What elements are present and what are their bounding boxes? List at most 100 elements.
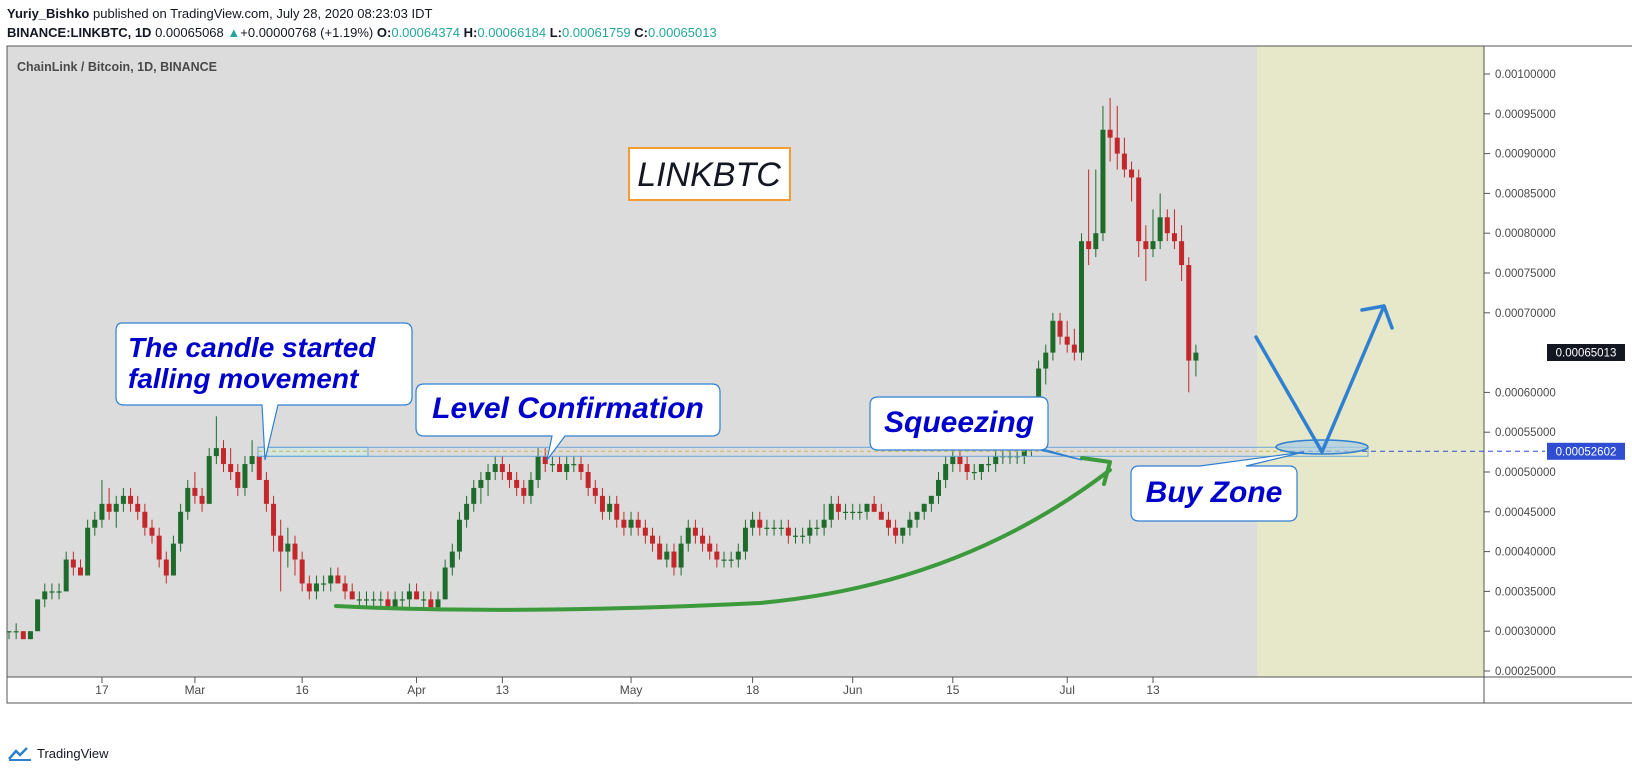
candle-body <box>778 527 784 529</box>
candle-body <box>607 503 613 512</box>
candle-body <box>99 503 105 520</box>
candle-body <box>957 456 963 465</box>
chart-title: ChainLink / Bitcoin, 1D, BINANCE <box>17 60 217 74</box>
price-tick-label: 0.00075000 <box>1495 268 1556 280</box>
candle-body <box>714 551 720 560</box>
candle-body <box>921 503 927 512</box>
tradingview-footer: TradingView <box>8 746 109 761</box>
candle-body <box>950 456 956 465</box>
candle-body <box>1171 233 1177 242</box>
candle-body <box>771 527 777 529</box>
time-tick-label: Mar <box>185 683 206 697</box>
candle-body <box>263 479 269 504</box>
candle-body <box>664 551 670 560</box>
candle-body <box>278 535 284 552</box>
candle-body <box>1050 320 1056 353</box>
price-tick-label: 0.00080000 <box>1495 228 1556 240</box>
candle-body <box>1043 352 1049 369</box>
candle-body <box>1179 241 1185 266</box>
candle-body <box>835 503 841 512</box>
level-price-label: 0.00052602 <box>1556 446 1617 458</box>
candle-body <box>986 464 992 466</box>
callout-level <box>415 383 721 461</box>
low-label: L: <box>549 25 562 40</box>
close-label: C: <box>634 25 648 40</box>
candle-body <box>306 583 312 592</box>
candle-body <box>599 495 605 512</box>
candle-body <box>642 527 648 536</box>
candle-body <box>1157 217 1163 242</box>
tradingview-logo-icon <box>8 746 31 761</box>
time-axis[interactable]: 17 Mar 16 Apr 13 May 18 Jun 15 Jul 13 <box>95 677 1160 697</box>
candle-body <box>964 464 970 472</box>
candle-body <box>907 519 913 528</box>
candle-body <box>993 456 999 465</box>
candle-body <box>1079 241 1084 353</box>
candle-body <box>728 559 734 561</box>
ohlc-header: BINANCE:LINKBTC, 1D 0.00065068 ▲+0.00000… <box>7 25 717 40</box>
candle-body <box>135 503 141 512</box>
candle-body <box>592 487 598 496</box>
symbol-label: BINANCE:LINKBTC, 1D <box>7 25 152 40</box>
candle-body <box>221 448 226 465</box>
price-tick-label: 0.00070000 <box>1495 308 1556 320</box>
candle-body <box>1093 233 1099 250</box>
candle-body <box>78 567 83 576</box>
candle-body <box>1164 217 1170 234</box>
time-tick-label: Apr <box>407 683 426 697</box>
candle-body <box>585 472 591 488</box>
candle-body <box>356 599 362 601</box>
candle-body <box>542 456 548 465</box>
candle-body <box>721 559 727 561</box>
candle-body <box>292 543 298 560</box>
candle-body <box>685 527 691 544</box>
price-change: +0.00000768 (+1.19%) <box>240 25 374 40</box>
low-value: 0.00061759 <box>561 25 631 40</box>
candle-body <box>1136 177 1142 242</box>
candle-body <box>20 631 26 640</box>
tradingview-brand[interactable]: TradingView <box>37 746 109 761</box>
author-name[interactable]: Yuriy_Bishko <box>7 6 90 21</box>
candle-body <box>206 456 212 504</box>
candle-body <box>128 495 134 504</box>
price-axis[interactable]: 0.00025000 0.00030000 0.00035000 0.00040000… <box>1484 69 1556 678</box>
candle-body <box>657 543 663 560</box>
price-tick-label: 0.00100000 <box>1495 69 1556 81</box>
candle-body <box>6 631 12 633</box>
candle-body <box>1107 129 1113 138</box>
candle-body <box>106 503 112 512</box>
candle-body <box>63 559 69 592</box>
candle-body <box>864 503 870 512</box>
candle-body <box>885 519 891 528</box>
candle-body <box>578 464 584 472</box>
close-value: 0.00065013 <box>648 25 717 40</box>
candle-body <box>235 472 241 488</box>
time-tick-label: 13 <box>496 683 510 697</box>
candle-body <box>414 591 420 600</box>
candle-body <box>893 527 899 536</box>
candle-body <box>793 535 798 537</box>
candle-body <box>371 599 377 601</box>
candle-body <box>27 631 33 640</box>
candle-body <box>1071 344 1077 353</box>
candle-body <box>321 583 327 585</box>
candle-body <box>142 511 148 528</box>
price-tick-label: 0.00025000 <box>1495 666 1556 678</box>
open-value: 0.00064374 <box>391 25 461 40</box>
forecast-arrowhead <box>1360 304 1394 330</box>
candle-body <box>843 511 849 513</box>
candle-body <box>692 527 698 536</box>
candle-body <box>256 456 262 480</box>
candle-body <box>299 559 305 584</box>
open-label: O: <box>376 25 392 40</box>
candle-body <box>328 575 334 584</box>
candle-body <box>757 519 763 528</box>
candle-body <box>1100 129 1106 234</box>
price-tick-label: 0.00050000 <box>1495 467 1556 479</box>
candle-body <box>170 543 176 576</box>
candle-body <box>1114 137 1120 154</box>
candle-body <box>528 479 534 496</box>
candle-body <box>185 487 191 512</box>
callout-buy-zone-text: Buy Zone <box>1146 476 1283 509</box>
